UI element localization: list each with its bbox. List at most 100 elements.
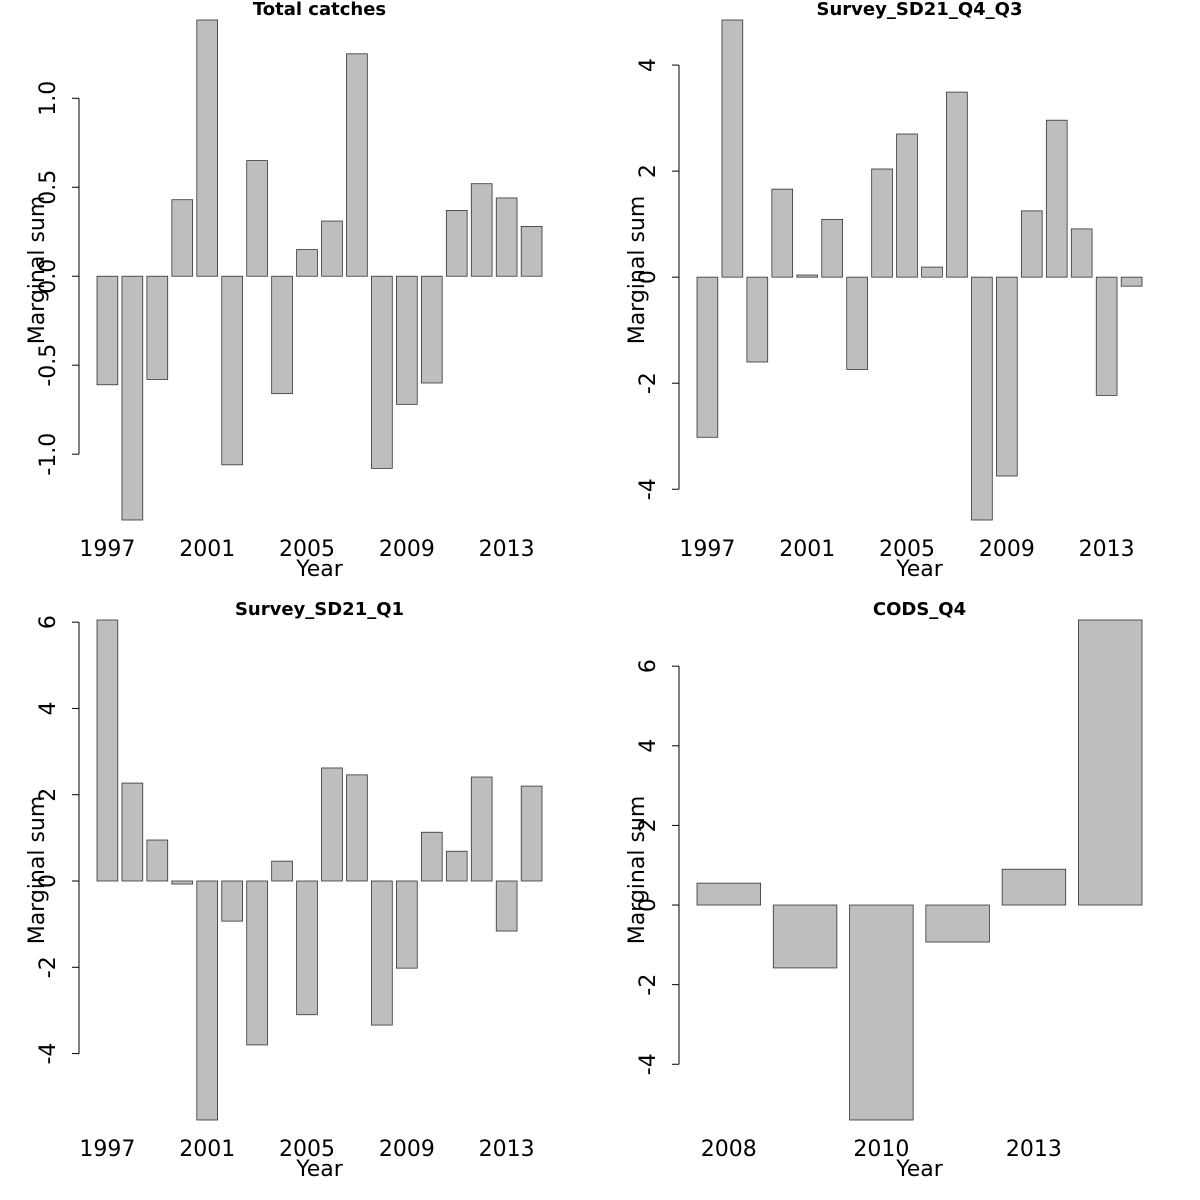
y-tick-label: 2 (36, 788, 61, 802)
y-tick-label: 0.0 (36, 259, 61, 294)
x-tick-label: 2005 (879, 537, 935, 562)
panel: Survey_SD21_Q1 -4 -2 0 2 4 6 Marginal sum Year 19… (25, 599, 543, 1182)
bar (371, 880, 393, 1026)
x-tick-label: 1997 (79, 1137, 135, 1162)
x-axis-label: Year (895, 557, 944, 582)
bar (396, 275, 418, 405)
bar (221, 880, 243, 922)
y-axis-label: Marginal sum (25, 196, 50, 345)
bar (346, 53, 368, 277)
panel: CODS_Q4 -4 -2 0 2 4 6 Marginal sum Year 2008 2010 2… (625, 599, 1143, 1182)
y-tick-label: 0 (36, 874, 61, 888)
x-tick-label: 2008 (701, 1137, 757, 1162)
bar (821, 218, 843, 278)
x-tick-label: 2001 (179, 537, 235, 562)
y-tick-label: -2 (636, 372, 661, 394)
bar (896, 133, 918, 278)
bar (420, 275, 443, 384)
bar (346, 774, 368, 882)
bar (445, 850, 468, 882)
y-tick-label: 2 (636, 818, 661, 832)
y-tick-label: -0.5 (36, 344, 61, 387)
y-tick-label: 2 (636, 164, 661, 178)
bar (921, 266, 943, 278)
bar (1001, 868, 1067, 906)
bar (146, 839, 169, 882)
bar (696, 882, 761, 906)
bar (470, 183, 493, 277)
x-tick-label: 1997 (79, 537, 135, 562)
x-tick-label: 2009 (379, 1137, 435, 1162)
bar (871, 168, 893, 278)
x-tick-label: 2010 (853, 1137, 909, 1162)
bar (520, 226, 543, 277)
bar (420, 831, 443, 882)
y-tick-label: 0 (636, 270, 661, 284)
x-tick-label: 2013 (479, 1137, 535, 1162)
x-axis-label: Year (295, 1157, 344, 1182)
x-axis-label: Year (295, 557, 344, 582)
x-tick-label: 2005 (279, 1137, 335, 1162)
bar (196, 19, 219, 277)
bar (746, 276, 769, 363)
y-tick-label: 4 (636, 739, 661, 753)
bar (171, 880, 194, 885)
x-tick-label: 1997 (679, 537, 735, 562)
panel: Total catches -1.0 -0.5 0.0 0.5 1.0 Marginal s… (25, 0, 543, 582)
y-tick-label: 4 (36, 701, 61, 715)
bar (1078, 619, 1143, 906)
bar (271, 860, 293, 882)
bar (321, 220, 343, 277)
bar (772, 904, 838, 969)
bar (221, 275, 243, 466)
bar (371, 275, 393, 469)
bar (925, 904, 990, 943)
chart-title: CODS_Q4 (873, 599, 966, 620)
y-axis-label: Marginal sum (25, 796, 50, 945)
bar (495, 880, 518, 932)
y-tick-label: -4 (636, 1053, 661, 1075)
y-tick-label: 0.5 (36, 170, 61, 205)
chart-title: Total catches (253, 0, 386, 20)
bar (246, 880, 268, 1046)
bar (196, 880, 219, 1121)
bar (771, 188, 794, 278)
x-tick-label: 2001 (779, 537, 835, 562)
y-tick-label: 1.0 (36, 81, 61, 116)
bar (121, 782, 144, 882)
bar (1070, 228, 1093, 278)
panel: Survey_SD21_Q4_Q3 -4 -2 0 2 4 Marginal sum Year… (625, 0, 1143, 582)
x-tick-label: 2009 (379, 537, 435, 562)
bar (946, 91, 968, 278)
bar (721, 19, 744, 278)
y-tick-label: -2 (36, 956, 61, 978)
x-tick-label: 2005 (279, 537, 335, 562)
x-tick-label: 2001 (179, 1137, 235, 1162)
bar (971, 276, 993, 521)
bar (1095, 276, 1118, 396)
bar (296, 249, 318, 277)
y-tick-label: 6 (636, 659, 661, 673)
bar (849, 904, 914, 1121)
y-tick-label: -4 (36, 1043, 61, 1065)
bar (696, 276, 719, 438)
bar (470, 776, 493, 882)
bar (1020, 210, 1043, 278)
y-axis-label: Marginal sum (625, 796, 650, 945)
bar (796, 274, 819, 278)
bar (321, 767, 343, 882)
y-tick-label: 6 (36, 615, 61, 629)
x-tick-label: 2013 (479, 537, 535, 562)
y-axis-label: Marginal sum (625, 196, 650, 345)
bar (396, 880, 418, 969)
bar (846, 276, 868, 370)
x-axis-label: Year (895, 1157, 944, 1182)
x-tick-label: 2009 (979, 537, 1035, 562)
bar (1120, 276, 1143, 287)
bar (996, 276, 1018, 477)
x-tick-label: 2013 (1079, 537, 1135, 562)
y-tick-label: -2 (636, 974, 661, 996)
y-tick-label: -1.0 (36, 433, 61, 476)
chart-title: Survey_SD21_Q4_Q3 (817, 0, 1023, 20)
